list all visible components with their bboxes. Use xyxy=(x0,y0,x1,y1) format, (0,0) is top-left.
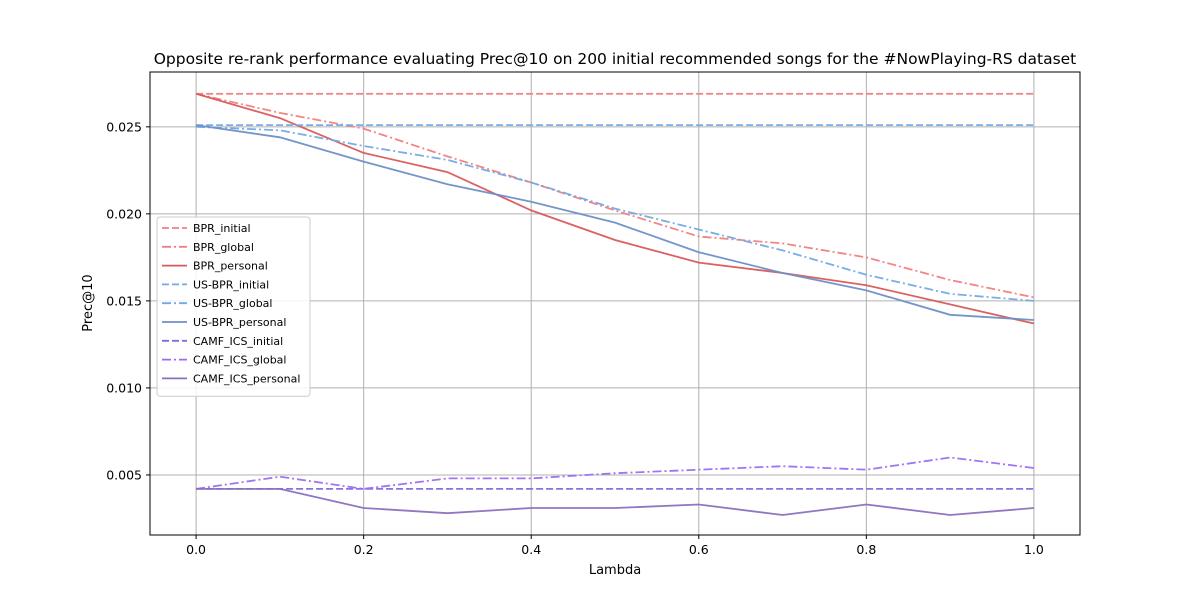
series-line-us-bpr-global xyxy=(196,125,1034,302)
series-line-camf-ics-personal xyxy=(196,487,1034,516)
x-axis-ticks: 0.0 0.2 0.4 0.6 0.8 1.0 xyxy=(186,535,1044,557)
y-tick-label: 0.010 xyxy=(106,380,142,395)
legend-label: CAMF_ICS_personal xyxy=(193,372,300,385)
legend: BPR_initial BPR_global BPR_personal US-BPR_… xyxy=(156,216,311,397)
legend-label: BPR_global xyxy=(193,241,254,254)
series-lines xyxy=(195,92,1035,516)
chart-title: Opposite re-rank performance evaluating … xyxy=(154,50,1077,68)
series-line-us-bpr-personal xyxy=(195,124,1034,321)
legend-label: CAMF_ICS_global xyxy=(193,354,286,367)
x-tick-label: 1.0 xyxy=(1024,542,1044,557)
x-tick-label: 0.6 xyxy=(689,542,709,557)
legend-label: CAMF_ICS_initial xyxy=(193,335,283,348)
y-tick-label: 0.005 xyxy=(106,467,142,482)
x-tick-label: 0.2 xyxy=(354,542,374,557)
series-line-camf-ics-global xyxy=(195,456,1035,490)
legend-label: BPR_personal xyxy=(193,260,268,273)
x-tick-label: 0.4 xyxy=(521,542,541,557)
y-tick-label: 0.025 xyxy=(106,119,142,134)
y-axis-ticks: 0.005 0.010 0.015 0.020 0.025 xyxy=(106,119,150,482)
legend-label: US-BPR_personal xyxy=(193,316,286,329)
y-tick-label: 0.020 xyxy=(106,206,142,221)
x-tick-label: 0.0 xyxy=(186,542,206,557)
legend-label: BPR_initial xyxy=(193,222,251,235)
plot-frame xyxy=(149,71,1081,536)
y-tick-label: 0.015 xyxy=(106,293,142,308)
x-axis-label: Lambda xyxy=(589,563,641,578)
series-line-bpr-global xyxy=(195,92,1035,299)
legend-box xyxy=(156,216,311,397)
legend-label: US-BPR_initial xyxy=(193,278,269,291)
y-axis-label: Prec@10 xyxy=(81,274,96,331)
legend-label: US-BPR_global xyxy=(193,297,272,310)
x-tick-label: 0.8 xyxy=(856,542,876,557)
